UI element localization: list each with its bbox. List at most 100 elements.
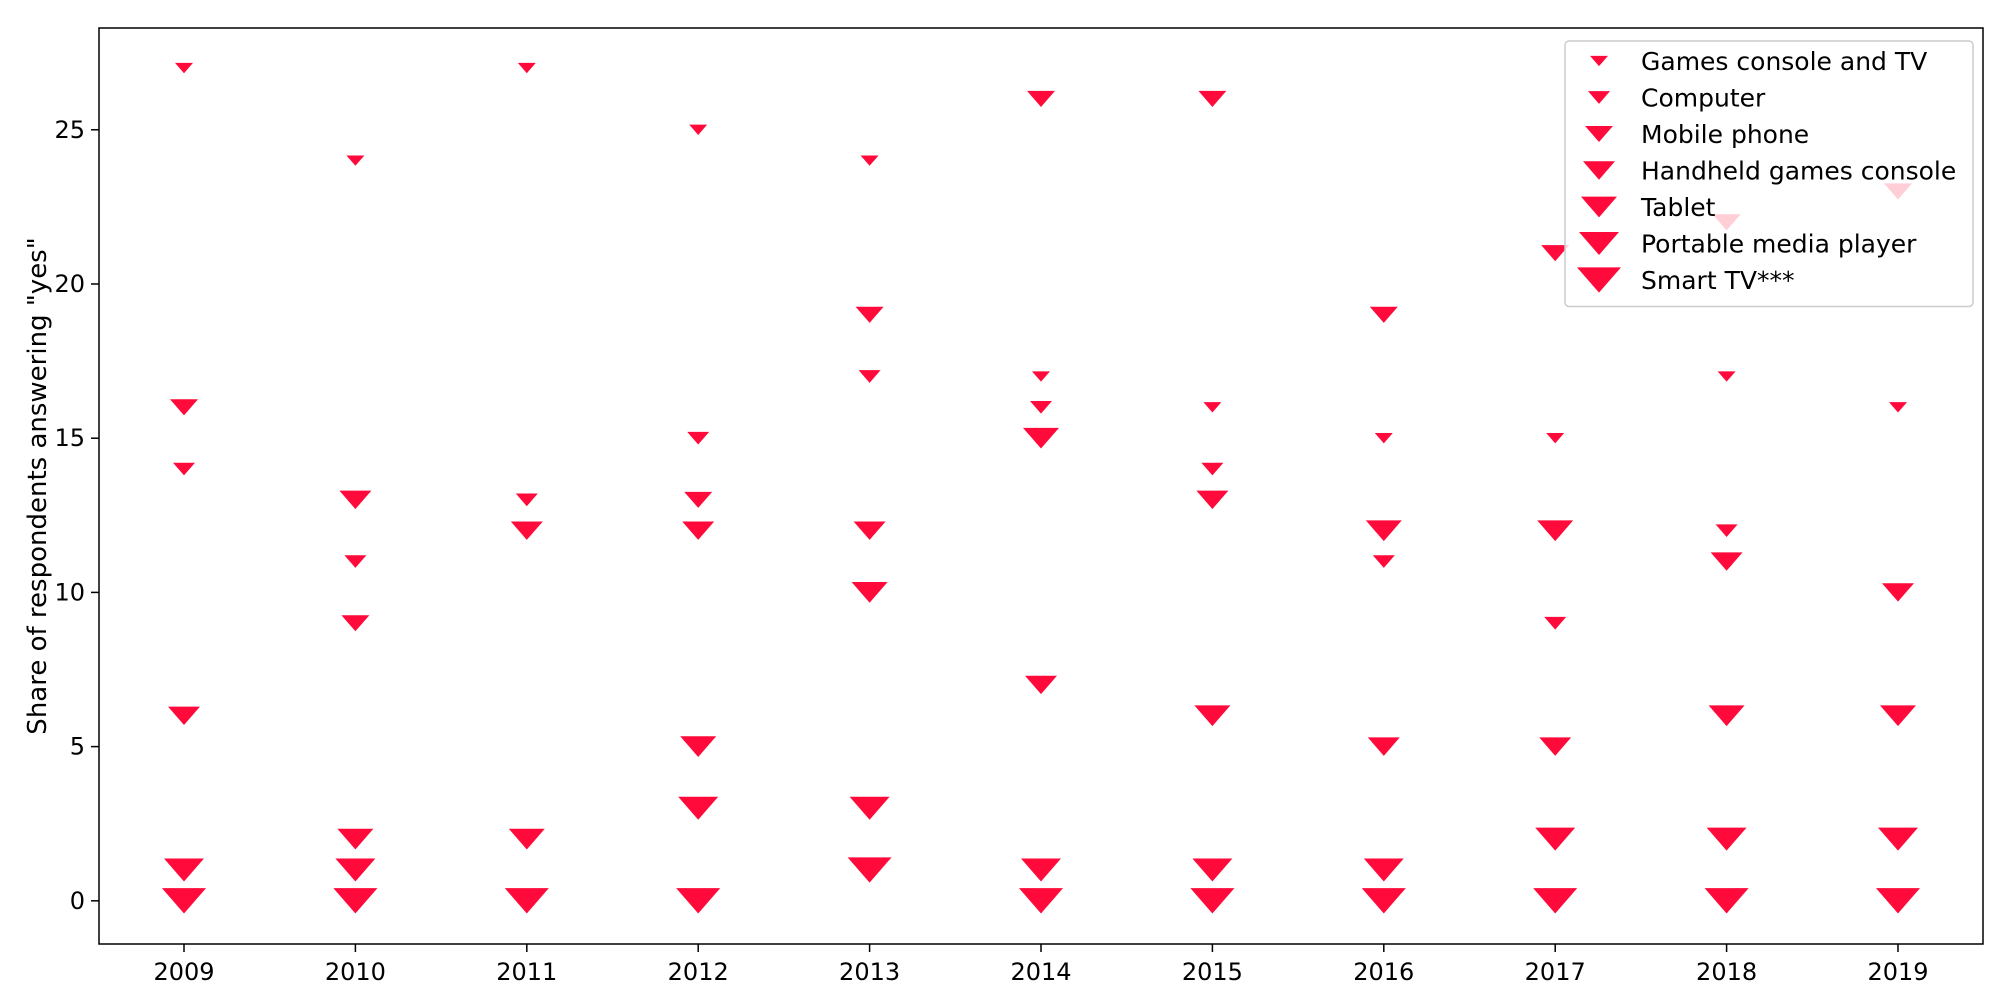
data-point <box>1030 401 1052 414</box>
data-point <box>676 888 721 914</box>
data-point <box>164 858 204 882</box>
data-point <box>510 521 543 540</box>
x-tick-label: 2012 <box>668 958 729 986</box>
y-tick-label: 20 <box>54 270 85 298</box>
data-point <box>1539 737 1572 756</box>
data-point <box>168 706 200 725</box>
data-point <box>173 462 195 476</box>
chart-marks <box>162 62 1920 914</box>
data-point <box>1876 888 1920 914</box>
data-point <box>851 582 888 603</box>
y-tick-label: 15 <box>54 424 85 452</box>
data-point <box>170 399 198 416</box>
data-point <box>860 155 879 166</box>
x-tick-label: 2017 <box>1525 958 1586 986</box>
data-point <box>1032 371 1050 382</box>
data-point <box>1019 888 1063 914</box>
data-point <box>689 124 708 135</box>
data-point <box>341 615 370 632</box>
legend-entry: Tablet <box>1640 193 1716 222</box>
legend-entry: Mobile phone <box>1641 120 1809 149</box>
data-point <box>1374 433 1393 444</box>
y-tick-label: 25 <box>54 116 85 144</box>
data-point <box>1192 858 1233 882</box>
data-point <box>346 155 365 166</box>
y-tick-label: 0 <box>70 887 85 915</box>
data-point <box>849 796 890 820</box>
x-tick-label: 2016 <box>1353 958 1414 986</box>
data-point <box>678 796 719 820</box>
data-point <box>1023 427 1059 449</box>
data-point <box>337 828 374 850</box>
y-tick-label: 5 <box>70 733 85 761</box>
x-tick-label: 2013 <box>839 958 900 986</box>
legend-entry: Computer <box>1641 84 1766 113</box>
data-point <box>517 62 536 74</box>
data-point <box>858 370 881 383</box>
data-point <box>1369 306 1398 323</box>
x-tick-label: 2014 <box>1010 958 1071 986</box>
data-point <box>853 521 886 540</box>
y-axis-label: Share of respondents answering "yes" <box>23 237 53 734</box>
legend-marker <box>1581 196 1617 218</box>
legend-marker <box>1585 125 1613 143</box>
legend-entry: Smart TV*** <box>1641 266 1794 295</box>
data-point <box>344 555 367 568</box>
data-point <box>1546 433 1565 444</box>
data-point <box>1537 520 1574 542</box>
data-point <box>1190 888 1235 914</box>
data-point <box>1025 675 1057 695</box>
data-point <box>1533 888 1578 914</box>
data-point <box>335 858 376 882</box>
data-point <box>1021 858 1061 882</box>
data-point <box>1880 705 1916 727</box>
data-point <box>504 888 549 914</box>
data-point <box>508 828 545 850</box>
legend-entry: Games console and TV <box>1641 47 1927 76</box>
data-point <box>1710 552 1743 571</box>
data-point <box>1365 520 1402 542</box>
legend-marker <box>1577 267 1621 293</box>
data-point <box>333 888 378 914</box>
data-point <box>1708 705 1745 727</box>
data-point <box>1361 888 1406 914</box>
data-point <box>684 491 713 508</box>
legend-entry: Portable media player <box>1641 230 1917 259</box>
data-point <box>1535 827 1576 851</box>
data-point <box>175 62 193 74</box>
y-tick-label: 10 <box>54 578 85 606</box>
data-point <box>1027 90 1055 107</box>
data-point <box>680 736 717 757</box>
data-point <box>1194 705 1231 727</box>
x-tick-label: 2015 <box>1182 958 1243 986</box>
y-axis: 0 5 10 15 20 25 <box>54 116 99 915</box>
legend: Games console and TV Computer Mobile phone… <box>1564 40 1974 308</box>
x-axis: 2009 2010 2011 2012 2013 2014 2015 2016 2017 2018… <box>153 944 1929 986</box>
data-point <box>1201 462 1224 476</box>
legend-box <box>1564 40 1974 308</box>
x-tick-label: 2009 <box>153 958 214 986</box>
data-point <box>687 431 710 445</box>
data-point <box>515 493 538 507</box>
data-point <box>1367 737 1400 756</box>
data-point <box>1878 827 1918 851</box>
data-point <box>1715 524 1738 538</box>
data-point <box>1203 402 1222 413</box>
data-point <box>1706 827 1747 851</box>
legend-marker <box>1579 232 1619 255</box>
data-point <box>1198 90 1227 107</box>
x-tick-label: 2019 <box>1867 958 1928 986</box>
data-point <box>1882 583 1914 602</box>
x-tick-label: 2011 <box>496 958 557 986</box>
data-point <box>847 857 892 883</box>
data-point <box>1889 402 1907 413</box>
legend-entry: Handheld games console <box>1641 157 1956 186</box>
data-point <box>1372 555 1395 568</box>
data-point <box>1196 490 1229 510</box>
data-point <box>1704 888 1749 914</box>
legend-marker <box>1583 161 1615 180</box>
data-point <box>682 521 715 540</box>
legend-marker <box>1588 91 1610 104</box>
